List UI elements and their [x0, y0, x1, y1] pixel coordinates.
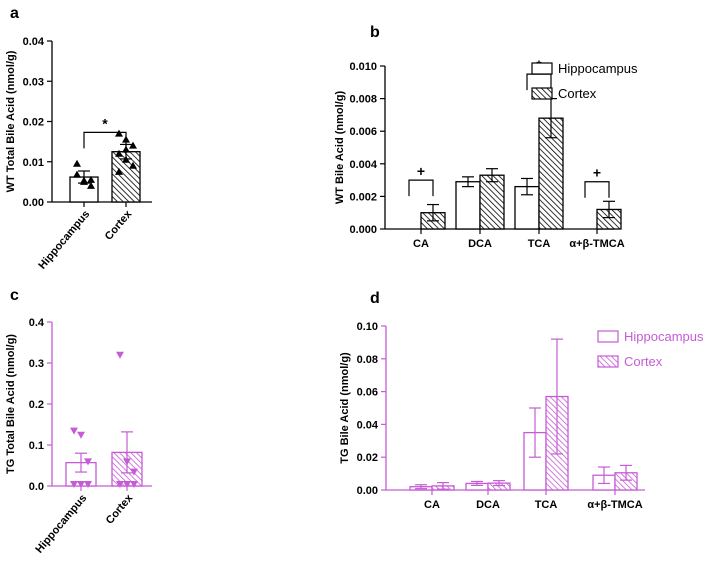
- x-tick-label: DCA: [476, 499, 500, 511]
- y-tick-label: 0.000: [349, 224, 377, 236]
- legend-entry: Cortex: [624, 354, 663, 369]
- x-tick-label: α+β-TMCA: [587, 499, 642, 511]
- legend-entry: Hippocampus: [558, 61, 638, 76]
- y-tick-label: 0.03: [23, 76, 44, 88]
- panel-label: a: [10, 5, 19, 22]
- data-point: [130, 468, 138, 476]
- y-tick-label: 0.06: [357, 387, 378, 399]
- x-tick-label: Cortex: [103, 208, 135, 243]
- legend-entry: Hippocampus: [624, 329, 704, 344]
- data-point: [122, 155, 130, 163]
- y-tick-label: 0.006: [349, 126, 377, 138]
- x-tick-label: DCA: [468, 238, 492, 250]
- y-tick-label: 0.008: [349, 94, 377, 106]
- y-tick-label: 0.00: [357, 485, 378, 497]
- x-tick-label: Hippocampus: [33, 492, 89, 555]
- legend-entry: Cortex: [558, 86, 597, 101]
- x-tick-label: Hippocampus: [36, 208, 92, 271]
- x-tick-label: TCA: [535, 499, 558, 511]
- data-point: [115, 129, 123, 137]
- y-tick-label: 0.1: [29, 440, 44, 452]
- panel-label: c: [10, 287, 19, 304]
- y-tick-label: 0.00: [23, 197, 44, 209]
- y-axis-title: WT Total Bile Acid (nmol/g): [5, 50, 17, 192]
- y-tick-label: 0.01: [23, 157, 44, 169]
- data-point: [115, 149, 123, 157]
- panel-label: d: [370, 290, 380, 307]
- data-point: [70, 427, 78, 435]
- data-point: [129, 141, 137, 149]
- legend-swatch: [597, 355, 619, 368]
- bar-cortex-dca: [479, 174, 505, 230]
- y-tick-label: 0.04: [23, 36, 45, 48]
- y-axis-title: WT Bile Acid (nmol/g): [334, 91, 346, 205]
- y-tick-label: 0.4: [29, 317, 45, 329]
- data-point: [73, 159, 81, 167]
- y-tick-label: 0.004: [349, 159, 377, 171]
- x-tick-label: CA: [413, 238, 429, 250]
- y-axis-title: TG Total Bile Acid (nmol/g): [5, 334, 17, 474]
- x-tick-label: Cortex: [104, 492, 136, 527]
- y-tick-label: 0.3: [29, 358, 44, 370]
- significance-marker: +: [593, 165, 601, 181]
- data-point: [80, 176, 88, 184]
- y-tick-label: 0.02: [357, 452, 378, 464]
- data-point: [122, 145, 130, 153]
- data-point: [87, 181, 95, 189]
- legend-swatch: [531, 62, 553, 75]
- data-point: [73, 170, 81, 178]
- x-tick-label: TCA: [528, 238, 551, 250]
- y-tick-label: 0.10: [357, 321, 378, 333]
- x-tick-label: α+β-TMCA: [569, 238, 624, 250]
- y-tick-label: 0.08: [357, 354, 378, 366]
- bar-hippocampus-dca: [455, 181, 481, 230]
- data-point: [84, 480, 92, 488]
- panel-label: b: [370, 24, 380, 41]
- significance-marker: +: [417, 163, 425, 179]
- data-point: [77, 431, 85, 439]
- data-point: [129, 161, 137, 169]
- data-point: [130, 480, 138, 488]
- data-point: [116, 480, 124, 488]
- data-point: [84, 458, 92, 466]
- y-tick-label: 0.0: [29, 481, 44, 493]
- data-point: [115, 167, 123, 175]
- y-tick-label: 0.010: [349, 61, 377, 73]
- data-point: [70, 480, 78, 488]
- y-tick-label: 0.04: [357, 419, 379, 431]
- significance-bracket: [584, 181, 610, 198]
- data-point: [87, 175, 95, 183]
- y-tick-label: 0.2: [29, 399, 44, 411]
- significance-bracket: [83, 131, 127, 149]
- y-tick-label: 0.002: [349, 191, 377, 203]
- data-point: [123, 480, 131, 488]
- data-point: [77, 480, 85, 488]
- legend-swatch: [531, 87, 553, 100]
- y-tick-label: 0.02: [23, 117, 44, 129]
- significance-marker: *: [102, 115, 108, 131]
- x-tick-label: CA: [424, 499, 440, 511]
- y-axis-title: TG Bile Acid (nmol/g): [339, 352, 351, 464]
- legend-swatch: [597, 330, 619, 343]
- data-point: [123, 458, 131, 466]
- data-point: [116, 351, 124, 359]
- significance-bracket: [408, 179, 434, 197]
